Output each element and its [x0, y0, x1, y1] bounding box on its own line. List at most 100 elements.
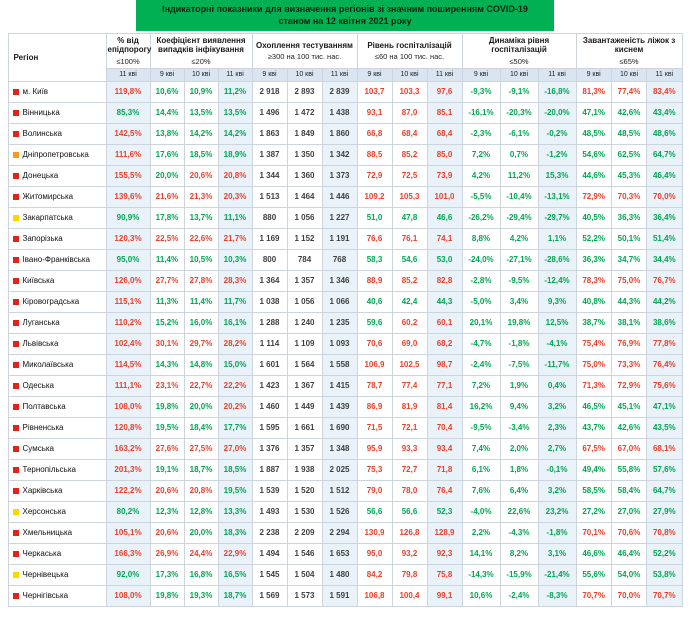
table-row: Черкаська 166,3% 26,9% 24,4% 22,9% 1 494 1 546… [7, 542, 683, 565]
value-cell-test: 1 191 [321, 227, 358, 250]
value-cell-detect: 20,0% [183, 521, 219, 544]
value-cell-hosp: 78,0 [391, 479, 428, 502]
value-cell-hosp: 68,4 [426, 122, 463, 145]
date-subheader: 11 кві [321, 67, 358, 82]
value-cell-hosp: 72,7 [391, 458, 428, 481]
value-cell-hosp: 68,4 [391, 122, 428, 145]
value-cell-hosp: 69,0 [391, 332, 428, 355]
value-cell-hosp: 75,8 [426, 563, 463, 586]
value-cell-detect: 15,2% [149, 311, 185, 334]
region-name: Тернопільська [22, 465, 76, 475]
value-cell-detect: 19,8% [149, 584, 185, 607]
table-row: Чернівецька 92,0% 17,3% 16,8% 16,5% 1 545 1 50… [7, 563, 683, 586]
value-cell-beds: 70,1% [575, 521, 612, 544]
value-cell-detect: 18,7% [217, 584, 253, 607]
value-cell-detect: 16,5% [217, 563, 253, 586]
value-cell-test: 1 569 [251, 584, 288, 607]
value-cell-beds: 75,4% [575, 332, 612, 355]
value-cell-dyn: -1,8% [499, 332, 539, 355]
value-cell-test: 1 530 [286, 500, 323, 523]
value-cell-detect: 17,3% [149, 563, 185, 586]
table-row: Сумська 163,2% 27,6% 27,5% 27,0% 1 376 1 357 1 … [7, 437, 683, 460]
value-cell-beds: 43,5% [646, 416, 683, 439]
value-cell-detect: 20,6% [149, 521, 185, 544]
value-cell-test: 1 415 [321, 374, 358, 397]
value-cell-hosp: 77,1 [426, 374, 463, 397]
value-cell-beds: 70,6% [610, 521, 648, 544]
value-cell-detect: 15,0% [217, 353, 253, 376]
value-cell-dyn: -29,7% [537, 206, 577, 229]
date-subheader: 10 кві [610, 67, 648, 82]
table-row: Запорізька 120,3% 22,5% 22,6% 21,7% 1 169 1 15… [7, 227, 683, 250]
value-cell-dyn: -1,8% [537, 521, 577, 544]
value-cell-hosp: 51,0 [356, 206, 393, 229]
value-cell-dyn: 4,2% [461, 164, 501, 187]
table-row: Тернопільська 201,3% 19,1% 18,7% 18,5% 1 887 1… [7, 458, 683, 481]
table-row: Херсонська 80,2% 12,3% 12,8% 13,3% 1 493 1 530… [7, 500, 683, 523]
value-cell-dyn: -10,4% [499, 185, 539, 208]
value-cell-hosp: 106,8 [356, 584, 393, 607]
value-cell-hosp: 128,9 [426, 521, 463, 544]
value-cell-detect: 18,3% [217, 521, 253, 544]
value-cell-epid: 142,5% [105, 122, 151, 145]
value-cell-hosp: 100,4 [391, 584, 428, 607]
value-cell-test: 1 460 [251, 395, 288, 418]
value-cell-beds: 36,3% [575, 248, 612, 271]
value-cell-beds: 50,1% [610, 227, 648, 250]
value-cell-detect: 20,8% [183, 479, 219, 502]
value-cell-test: 1 364 [251, 269, 288, 292]
value-cell-detect: 22,2% [217, 374, 253, 397]
zone-indicator [12, 131, 19, 138]
value-cell-dyn: 15,3% [537, 164, 577, 187]
column-header-test: Охоплення тестуванням ≥300 на 100 тис. на… [251, 33, 358, 69]
column-header-detect: Коефіцієнт виявлення випадків інфікуванн… [149, 33, 253, 69]
region-name: Дніпропетровська [22, 150, 89, 160]
value-cell-test: 1 480 [321, 563, 358, 586]
value-cell-beds: 46,6% [575, 542, 612, 565]
table-row: Волинська 142,5% 13,8% 14,2% 14,2% 1 863 1 849… [7, 122, 683, 145]
column-header-hosp: Рівень госпіталізацій ≤60 на 100 тис. нас… [356, 33, 463, 69]
value-cell-hosp: 70,6 [356, 332, 393, 355]
value-cell-detect: 20,8% [217, 164, 253, 187]
value-cell-beds: 42,6% [610, 101, 648, 124]
date-subheader: 11 кві [105, 67, 151, 82]
value-cell-hosp: 79,8 [391, 563, 428, 586]
value-cell-dyn: -9,5% [461, 416, 501, 439]
value-cell-hosp: 93,1 [356, 101, 393, 124]
date-subheader: 9 кві [461, 67, 501, 82]
value-cell-detect: 22,7% [183, 374, 219, 397]
value-cell-dyn: 3,2% [537, 479, 577, 502]
value-cell-hosp: 99,1 [426, 584, 463, 607]
value-cell-hosp: 88,5 [356, 143, 393, 166]
value-cell-hosp: 75,3 [356, 458, 393, 481]
value-cell-test: 1 449 [286, 395, 323, 418]
value-cell-hosp: 73,9 [426, 164, 463, 187]
value-cell-epid: 119,8% [105, 80, 151, 103]
value-cell-test: 1 376 [251, 437, 288, 460]
value-cell-test: 1 360 [286, 164, 323, 187]
value-cell-detect: 18,4% [183, 416, 219, 439]
value-cell-test: 1 860 [321, 122, 358, 145]
value-cell-detect: 13,5% [217, 101, 253, 124]
value-cell-test: 2 294 [321, 521, 358, 544]
value-cell-test: 1 446 [321, 185, 358, 208]
value-cell-test: 1 564 [286, 353, 323, 376]
value-cell-beds: 81,3% [575, 80, 612, 103]
value-cell-test: 1 438 [321, 101, 358, 124]
value-cell-epid: 120,8% [105, 416, 151, 439]
value-cell-dyn: -0,1% [537, 458, 577, 481]
zone-indicator [12, 299, 19, 306]
value-cell-beds: 68,1% [646, 437, 683, 460]
value-cell-detect: 11,4% [183, 290, 219, 313]
value-cell-dyn: 14,1% [461, 542, 501, 565]
value-cell-detect: 21,7% [217, 227, 253, 250]
value-cell-dyn: 1,9% [499, 374, 539, 397]
value-cell-detect: 12,3% [149, 500, 185, 523]
zone-indicator [12, 110, 19, 117]
value-cell-epid: 111,6% [105, 143, 151, 166]
date-subheader: 11 кві [426, 67, 463, 82]
value-cell-detect: 14,4% [149, 101, 185, 124]
value-cell-test: 880 [251, 206, 288, 229]
value-cell-beds: 70,0% [610, 584, 648, 607]
value-cell-dyn: 11,2% [499, 164, 539, 187]
